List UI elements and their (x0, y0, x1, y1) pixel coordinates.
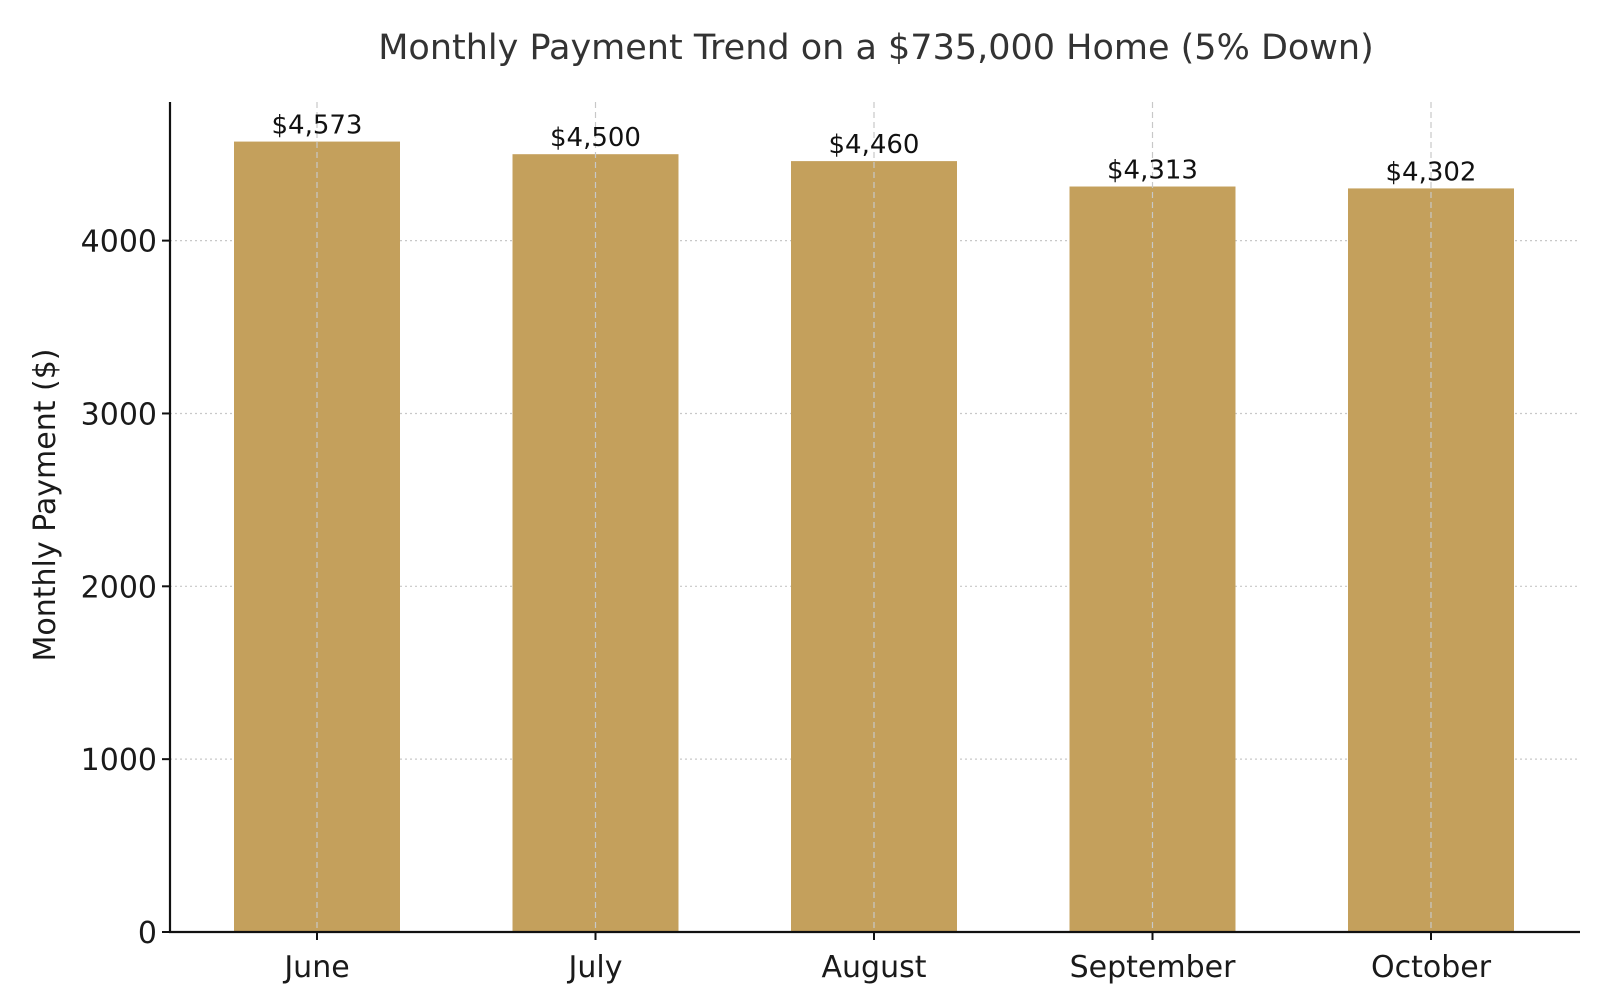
bar-value-label: $4,573 (272, 111, 363, 141)
y-ticks: 0 1000 2000 3000 4000 (81, 225, 170, 951)
x-tick-label: August (822, 950, 927, 985)
y-tick-label: 3000 (81, 397, 157, 432)
x-tick-label: September (1070, 950, 1236, 985)
data-labels: $4,573 $4,500 $4,460 $4,313 $4,302 (272, 111, 1477, 188)
bar-value-label: $4,460 (829, 130, 920, 160)
y-tick-label: 4000 (81, 225, 157, 260)
x-ticks: June July August September October (282, 932, 1492, 985)
y-tick-label: 1000 (81, 743, 157, 778)
bar-value-label: $4,500 (550, 123, 641, 153)
bar-value-label: $4,302 (1386, 157, 1477, 187)
x-tick-label: October (1371, 950, 1492, 985)
bar-value-label: $4,313 (1107, 156, 1198, 186)
y-tick-label: 2000 (81, 570, 157, 605)
y-tick-label: 0 (138, 916, 157, 951)
bar-september (1069, 186, 1236, 933)
y-axis-label: Monthly Payment ($) (28, 348, 63, 661)
chart-title: Monthly Payment Trend on a $735,000 Home… (378, 28, 1374, 68)
x-tick-label: June (282, 950, 349, 985)
vertical-grid-lines (316, 102, 1432, 932)
x-tick-label: July (567, 950, 623, 985)
bar-october (1348, 188, 1514, 933)
